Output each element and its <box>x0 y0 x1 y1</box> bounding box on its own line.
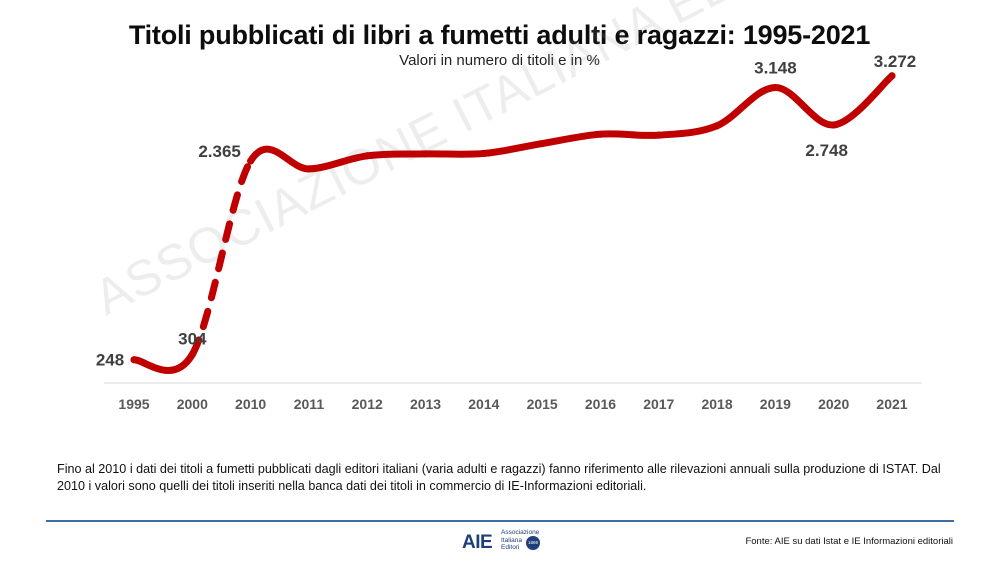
series-segment <box>305 152 371 173</box>
logo-mark: AIE <box>462 532 493 553</box>
logo-seal: 1869 <box>526 536 540 550</box>
series-segment <box>830 72 896 129</box>
x-tick-label: 2013 <box>410 396 441 412</box>
data-point <box>538 140 546 148</box>
data-label: 2.365 <box>198 142 241 161</box>
footer-divider <box>46 520 954 522</box>
data-point <box>305 165 313 173</box>
data-label: 2.748 <box>805 141 848 160</box>
data-point <box>596 130 604 138</box>
data-label: 248 <box>96 351 124 370</box>
data-label: 3.272 <box>874 52 917 71</box>
data-labels: 248 304 2.365 3.148 2.748 3.272 <box>96 52 916 370</box>
data-point <box>655 131 663 139</box>
x-tick-label: 2011 <box>294 396 325 412</box>
dashed-series-segment <box>188 157 255 358</box>
source-note: Fonte: AIE su dati Istat e IE Informazio… <box>745 536 953 547</box>
data-point <box>888 72 896 80</box>
data-label: 304 <box>178 329 207 348</box>
data-point <box>363 152 371 160</box>
x-tick-label: 2014 <box>468 396 499 412</box>
line-chart: 1995 2000 2010 2011 2012 2013 2014 2015 2016 2017… <box>96 52 922 412</box>
series-points <box>130 72 896 364</box>
x-tick-label: 2010 <box>235 396 266 412</box>
x-tick-label: 2012 <box>352 396 383 412</box>
x-tick-label: 2017 <box>643 396 674 412</box>
aie-logo: AIE Associazione Italiana Editori 1869 <box>462 529 542 555</box>
data-point <box>713 122 721 130</box>
x-tick-labels: 1995 2000 2010 2011 2012 2013 2014 2015 2016 2017… <box>118 396 907 412</box>
x-tick-label: 1995 <box>118 396 149 412</box>
x-tick-label: 2020 <box>818 396 849 412</box>
series-segment <box>713 83 779 130</box>
x-tick-label: 2015 <box>527 396 558 412</box>
chart-subtitle: Valori in numero di titoli e in % <box>399 52 600 69</box>
x-tick-label: 2021 <box>876 396 907 412</box>
data-point <box>247 157 255 165</box>
x-tick-label: 2000 <box>177 396 208 412</box>
series-segment <box>596 130 663 139</box>
x-tick-label: 2016 <box>585 396 616 412</box>
data-point <box>422 150 430 158</box>
series-segment <box>422 149 488 158</box>
series-segment <box>771 83 838 129</box>
series-line <box>130 72 896 374</box>
series-segment <box>655 122 721 139</box>
data-point <box>188 350 196 358</box>
data-point <box>480 149 488 157</box>
series-segment <box>538 130 604 148</box>
series-segment <box>480 140 546 157</box>
data-label: 3.148 <box>754 58 797 77</box>
series-segment <box>247 145 313 173</box>
chart-title: Titoli pubblicati di libri a fumetti adu… <box>128 20 871 50</box>
logo-text: Associazione Italiana Editori <box>501 529 540 551</box>
data-point <box>830 121 838 129</box>
footnote: Fino al 2010 i dati dei titoli a fumetti… <box>57 462 941 493</box>
series-segment <box>130 350 196 374</box>
x-tick-label: 2018 <box>701 396 732 412</box>
x-tick-label: 2019 <box>760 396 791 412</box>
data-point <box>771 83 779 91</box>
series-segment <box>363 150 430 160</box>
data-point <box>130 356 138 364</box>
